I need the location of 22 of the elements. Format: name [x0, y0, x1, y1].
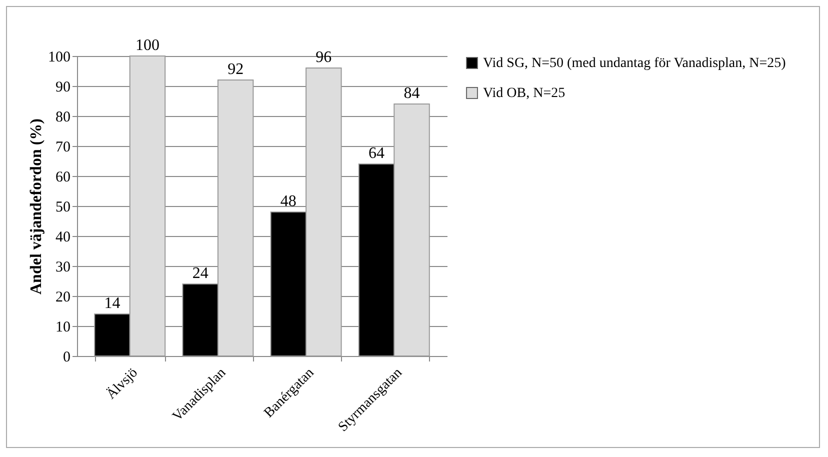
y-tick-label: 80	[56, 110, 70, 126]
data-label: 100	[135, 37, 160, 54]
data-label: 64	[368, 145, 385, 162]
data-label: 84	[404, 85, 420, 102]
y-tick-label: 20	[56, 290, 70, 306]
y-tick-label: 100	[48, 50, 70, 66]
data-label: 24	[192, 265, 208, 282]
legend-label: Vid OB, N=25	[483, 86, 566, 101]
data-label: 96	[316, 49, 332, 66]
y-tick-label: 10	[56, 320, 70, 336]
y-tick-label: 30	[56, 260, 70, 276]
data-label: 14	[104, 295, 120, 312]
y-tick-label: 60	[56, 170, 70, 186]
legend-label: Vid SG, N=50 (med undantag för Vanadisplan, N=25)	[483, 56, 786, 71]
data-label: 48	[280, 193, 296, 210]
y-axis-title: Andel väjandefordon (%)	[28, 118, 45, 295]
y-tick-label: 70	[56, 140, 70, 156]
data-label: 92	[228, 61, 244, 78]
y-tick-label: 50	[56, 200, 70, 216]
y-tick-label: 0	[63, 350, 70, 366]
y-tick-label: 90	[56, 80, 70, 96]
y-tick-label: 40	[56, 230, 70, 246]
